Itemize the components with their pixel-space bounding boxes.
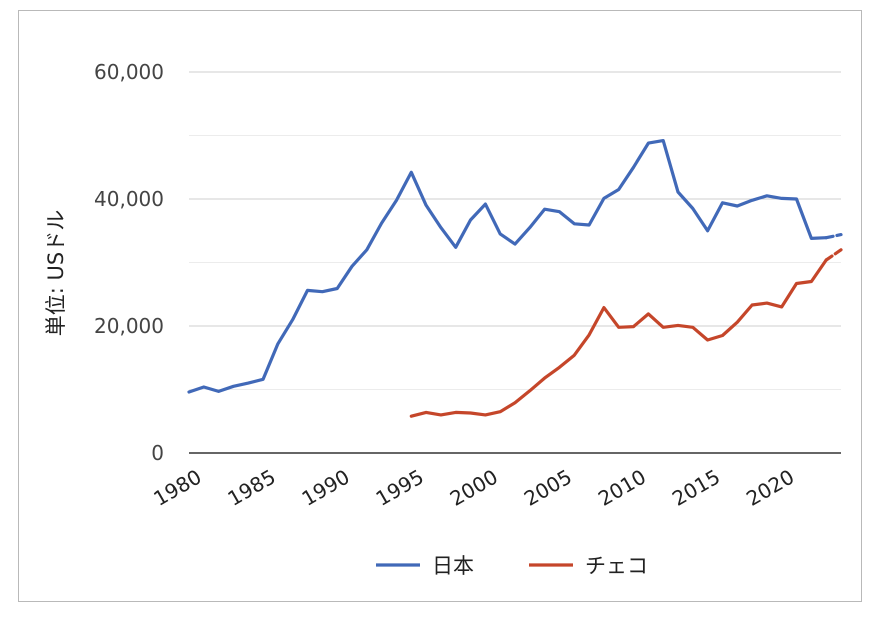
legend-label: チェコ xyxy=(585,554,648,578)
series-line-projection-0 xyxy=(824,233,843,240)
y-tick-label: 20,000 xyxy=(94,314,164,338)
series-line-0 xyxy=(187,139,828,394)
x-tick-label: 2005 xyxy=(520,465,576,511)
x-tick-label: 2020 xyxy=(742,465,798,511)
x-tick-label: 1985 xyxy=(224,465,280,511)
x-tick-label: 2015 xyxy=(668,465,724,511)
y-tick-label: 0 xyxy=(151,441,164,465)
gridlines xyxy=(189,71,841,454)
x-tick-label: 1990 xyxy=(298,465,354,511)
series-lines xyxy=(187,139,843,418)
series-line-1 xyxy=(409,258,828,418)
y-tick-label: 60,000 xyxy=(94,60,164,84)
x-tick-label: 2010 xyxy=(594,465,650,511)
x-tick-label: 2000 xyxy=(446,465,502,511)
legend-label: 日本 xyxy=(432,554,474,578)
legend: 日本 チェコ xyxy=(376,554,648,578)
y-tick-label: 40,000 xyxy=(94,187,164,211)
x-tick-label: 1995 xyxy=(372,465,428,511)
series-line-projection-1 xyxy=(824,248,843,262)
line-chart: 0 20,000 40,000 60,000 1980 1985 1990 1995 2000… xyxy=(44,60,843,578)
y-axis-ticks: 0 20,000 40,000 60,000 xyxy=(94,60,164,465)
x-axis-ticks: 1980 1985 1990 1995 2000 2005 2010 2015 2020 xyxy=(149,465,798,511)
x-tick-label: 1980 xyxy=(149,465,205,511)
y-axis-label: 単位: USドル xyxy=(44,210,68,336)
chart-frame: 0 20,000 40,000 60,000 1980 1985 1990 1995 2000… xyxy=(18,10,862,602)
